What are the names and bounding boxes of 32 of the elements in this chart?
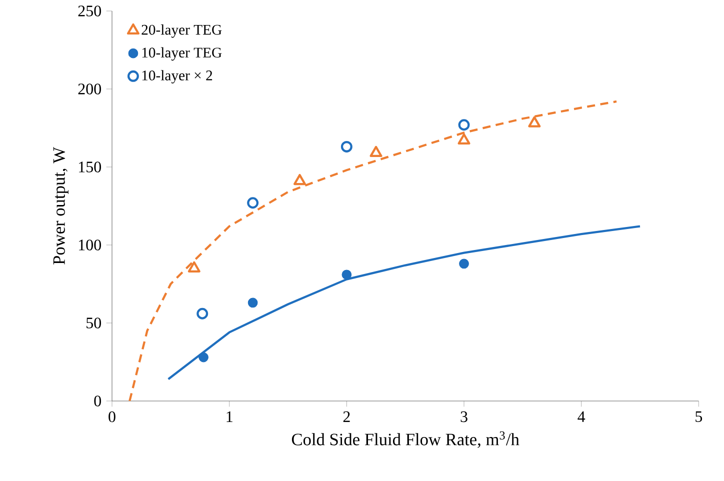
y-tick-label: 200 (78, 84, 101, 94)
legend-label: 10-layer × 2 (142, 70, 212, 84)
line-series (167, 225, 642, 380)
x-tick-label: 4 (578, 411, 586, 422)
point (248, 298, 258, 308)
legend-label: 10-layer TEG (142, 47, 222, 61)
y-tick-label: 100 (79, 240, 101, 250)
point (247, 197, 259, 209)
point (458, 119, 470, 131)
point (293, 174, 306, 186)
point (340, 140, 352, 152)
x-tick-label: 1 (226, 411, 232, 422)
point (342, 270, 352, 280)
y-tick-label: 50 (86, 318, 101, 328)
point (370, 146, 382, 158)
x-tick-label: 0 (108, 411, 116, 422)
y-axis-title: Power output, W (53, 147, 68, 264)
point (188, 261, 200, 272)
x-tick-label: 5 (696, 411, 702, 422)
point (198, 352, 208, 362)
y-tick-label: 250 (78, 6, 101, 16)
point (196, 308, 208, 320)
x-tick-label: 2 (343, 411, 350, 422)
point (459, 258, 469, 269)
y-tick-label: 0 (94, 396, 101, 406)
point (458, 133, 470, 145)
x-tick-label: 3 (460, 411, 468, 422)
y-tick-label: 150 (79, 162, 101, 172)
x-axis-title: Cold Side Fluid Flow Rate, m$^{3}$/h (292, 431, 520, 448)
legend-label: 20-layer TEG (142, 24, 222, 38)
point (528, 116, 541, 128)
line-series (128, 100, 618, 401)
